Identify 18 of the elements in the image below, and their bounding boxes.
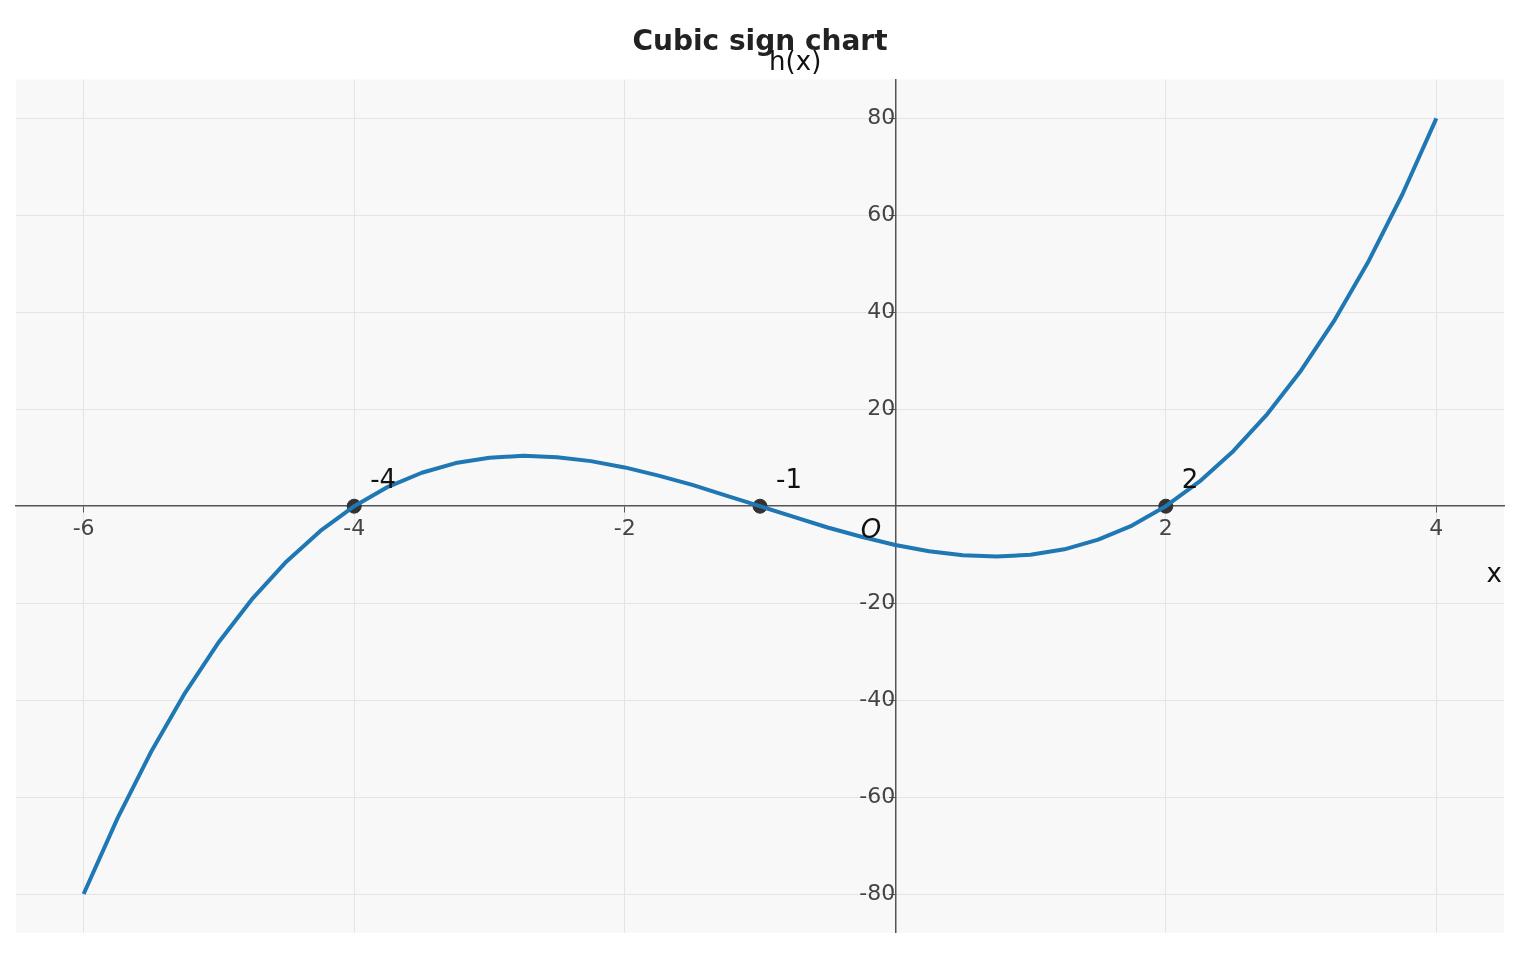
y-tick-label: -20 (859, 588, 896, 614)
x-tick-label: -6 (72, 515, 95, 541)
x-axis-title: x (1486, 557, 1502, 588)
x-tick-label: -4 (343, 515, 366, 541)
y-tick-label: 80 (867, 104, 896, 130)
y-tick-label: -60 (859, 782, 896, 808)
y-tick-label: -40 (859, 685, 896, 711)
annotation: 2 (1181, 463, 1199, 494)
annotation: -1 (776, 463, 802, 494)
y-tick-label: 60 (867, 201, 896, 227)
y-tick-label: -80 (859, 879, 896, 905)
y-tick-label: 40 (867, 298, 896, 324)
x-tick-label: 4 (1429, 515, 1444, 541)
annotation: O (860, 513, 882, 544)
y-tick-label: 20 (867, 394, 896, 420)
x-tick-label: 2 (1158, 515, 1173, 541)
x-tick-label: -2 (613, 515, 636, 541)
annotation: -4 (370, 463, 397, 494)
